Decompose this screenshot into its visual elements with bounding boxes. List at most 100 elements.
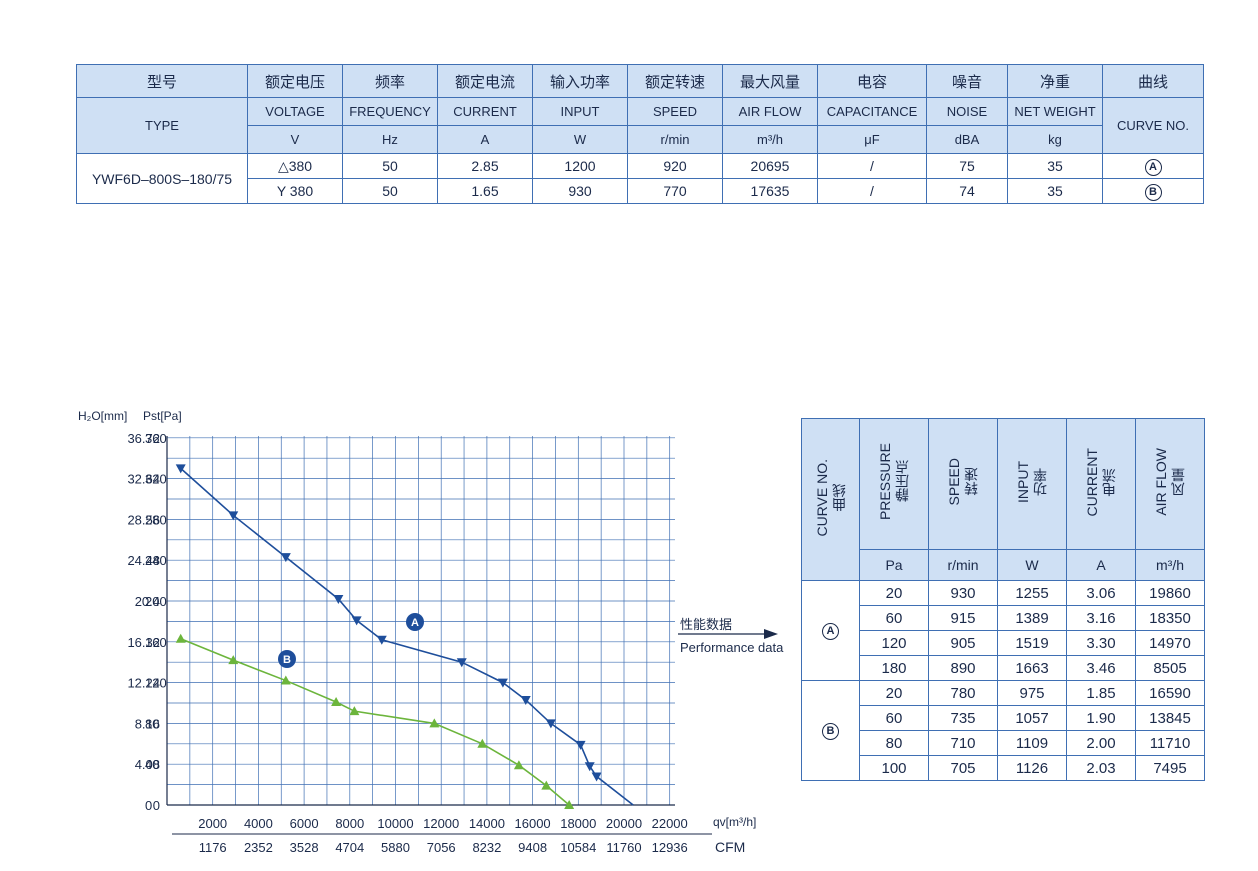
x-tick-label-cfm: 9408: [518, 840, 547, 855]
perf-header-airflow-en: AIR FLOW: [1153, 448, 1169, 516]
header-current-en: CURRENT: [437, 97, 533, 126]
airflow-cell: 8505: [1135, 655, 1205, 681]
perf-header-pressure: PRESSURE 静压点: [859, 418, 929, 550]
header-frequency-en: FREQUENCY: [342, 97, 438, 126]
y-tick-label-pa: 360: [145, 431, 167, 446]
input-cell: 1057: [997, 705, 1067, 731]
current-cell: 2.03: [1066, 755, 1136, 781]
speed-cell: 780: [928, 680, 998, 706]
y-tick-label-pa: 120: [145, 676, 167, 691]
y-tick-label-pa: 200: [145, 594, 167, 609]
perf-header-speed: SPEED 转速: [928, 418, 998, 550]
perf-header-current-cn: 电流: [1101, 468, 1117, 496]
perf-header-curve-cn: 曲线: [830, 483, 847, 512]
pressure-cell: 80: [859, 730, 929, 756]
y-tick-label-h2o: 28.56: [127, 512, 160, 527]
x-tick-label-cfm: 4704: [335, 840, 364, 855]
current-cell: 2.85: [437, 153, 533, 179]
input-cell: 1255: [997, 580, 1067, 606]
performance-data-cn: 性能数据: [680, 617, 733, 632]
perf-header-airflow: AIR FLOW 风量: [1135, 418, 1205, 550]
header-noise-en: NOISE: [926, 97, 1008, 126]
performance-table: CURVE NO. 曲线 PRESSURE 静压点 SPEED 转速 INPUT 功率 …: [801, 418, 1205, 781]
data-point-A: [591, 772, 602, 782]
header-type-cn: 型号: [76, 64, 248, 98]
x-axis-label-cfm: CFM: [715, 839, 745, 855]
current-cell: 1.65: [437, 178, 533, 204]
pressure-cell: 60: [859, 705, 929, 731]
x-tick-label-cfm: 11760: [606, 840, 641, 855]
data-point-B: [541, 780, 552, 790]
data-point-A: [280, 553, 291, 563]
x-tick-label-cfm: 2352: [244, 840, 273, 855]
current-cell: 3.46: [1066, 655, 1136, 681]
data-point-A: [228, 511, 239, 521]
current-cell: 1.85: [1066, 680, 1136, 706]
x-tick-label-m3h: 12000: [423, 816, 459, 831]
data-point-B: [564, 800, 575, 809]
model-cell: YWF6D–800S–180/75: [76, 153, 248, 204]
series-line-A: [180, 467, 634, 806]
x-tick-label-cfm: 12936: [652, 840, 688, 855]
perf-header-current: CURRENT 电流: [1066, 418, 1136, 550]
perf-header-current-en: CURRENT: [1084, 447, 1100, 517]
x-tick-label-cfm: 1176: [199, 840, 227, 855]
data-point-B: [175, 633, 186, 643]
input-cell: 1519: [997, 630, 1067, 656]
y-tick-label-h2o: 12.24: [127, 676, 160, 691]
perf-unit-input: W: [997, 549, 1067, 581]
data-point-B: [331, 696, 342, 706]
data-point-A: [333, 594, 344, 604]
data-point-A: [575, 740, 586, 750]
x-axis-label-m3h: qv[m³/h]: [713, 815, 756, 829]
y-tick-label-h2o: 24.48: [127, 553, 160, 568]
y-axis-label-pst: Pst[Pa]: [143, 409, 182, 423]
header-weight-en: NET WEIGHT: [1007, 97, 1103, 126]
table-row: 60 915 1389 3.16 18350: [802, 605, 1205, 631]
perf-header-curve-en: CURVE NO.: [813, 458, 830, 537]
perf-header-curve: CURVE NO. 曲线: [801, 418, 860, 581]
table-row: 60 735 1057 1.90 13845: [802, 705, 1205, 731]
table-row: 100 705 1126 2.03 7495: [802, 755, 1205, 781]
airflow-cell: 17635: [722, 178, 818, 204]
curve-cell: B: [1102, 178, 1204, 204]
perf-header-input-cn: 功率: [1032, 468, 1048, 496]
data-point-A: [376, 635, 387, 645]
y-tick-label-h2o: 8.16: [135, 716, 160, 731]
series-label-circle-A: [406, 613, 424, 631]
x-tick-label-m3h: 16000: [515, 816, 551, 831]
y-tick-label-pa: 240: [145, 553, 167, 568]
table-row: 80 710 1109 2.00 11710: [802, 730, 1205, 756]
y-tick-label-h2o: 20.4: [135, 594, 160, 609]
x-tick-label-m3h: 18000: [560, 816, 596, 831]
perf-header-speed-cn: 转速: [963, 468, 979, 496]
pressure-cell: 20: [859, 680, 929, 706]
y-axis-label-h2o: H₂O[mm]: [78, 409, 127, 423]
data-point-B: [429, 718, 440, 728]
input-cell: 975: [997, 680, 1067, 706]
header-weight-cn: 净重: [1007, 64, 1103, 98]
arrow-right-icon: [764, 629, 778, 639]
performance-data-en: Performance data: [680, 640, 784, 655]
unit-input: W: [532, 125, 628, 154]
current-cell: 3.30: [1066, 630, 1136, 656]
perf-curve-cell: B: [801, 680, 860, 781]
perf-header-input: INPUT 功率: [997, 418, 1067, 550]
x-tick-label-cfm: 3528: [290, 840, 319, 855]
capacitance-cell: /: [817, 178, 927, 204]
speed-cell: 705: [928, 755, 998, 781]
y-tick-label-pa: 320: [145, 472, 167, 487]
table-row: YWF6D–800S–180/75 △380 50 2.85 1200 920 …: [76, 153, 1204, 204]
table-row: 180 890 1663 3.46 8505: [802, 655, 1205, 681]
speed-cell: 920: [627, 153, 723, 179]
voltage-cell: △380: [247, 153, 343, 179]
airflow-cell: 13845: [1135, 705, 1205, 731]
header-curve-en: CURVE NO.: [1102, 97, 1204, 154]
x-tick-label-cfm: 5880: [381, 840, 410, 855]
data-point-A: [545, 719, 556, 729]
weight-cell: 35: [1007, 178, 1103, 204]
perf-unit-pressure: Pa: [859, 549, 929, 581]
header-airflow-en: AIR FLOW: [722, 97, 818, 126]
speed-cell: 890: [928, 655, 998, 681]
x-tick-label-cfm: 7056: [427, 840, 456, 855]
